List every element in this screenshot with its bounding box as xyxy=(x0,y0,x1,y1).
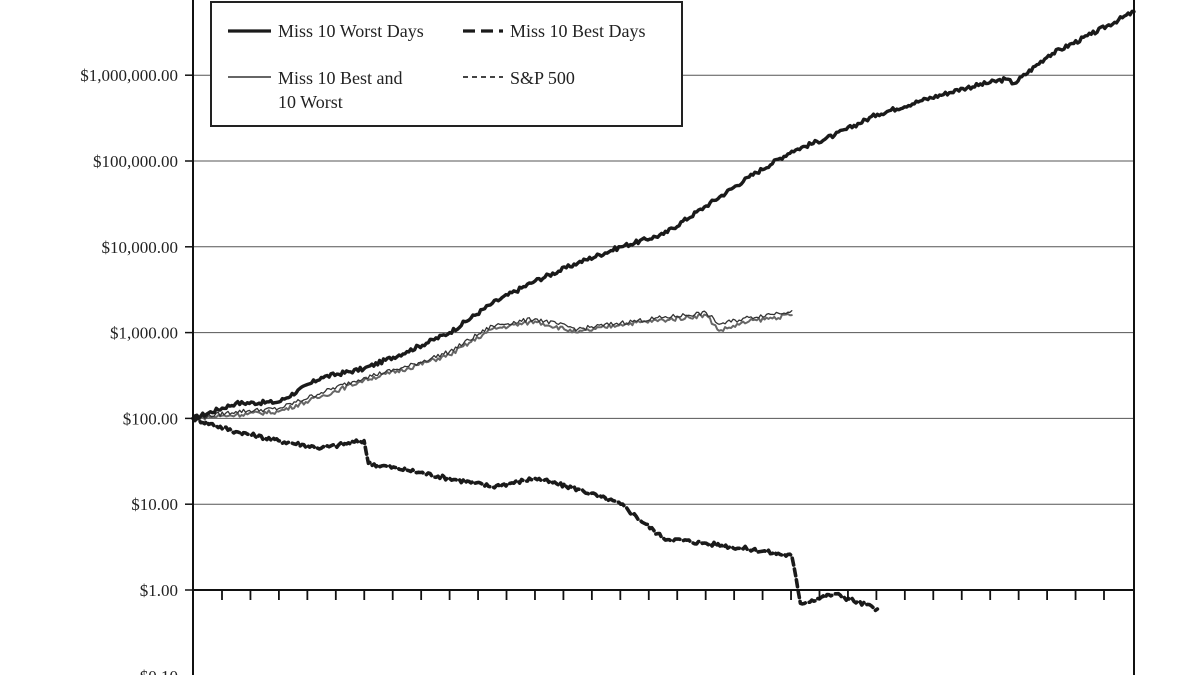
y-tick-label: $1.00 xyxy=(140,581,178,600)
y-tick-label: $10.00 xyxy=(131,495,178,514)
legend-label-miss-10-worst-days: Miss 10 Worst Days xyxy=(278,21,424,41)
series-line-s-p-500 xyxy=(192,313,793,421)
series-line-miss-10-best-and-10-worst xyxy=(192,310,793,420)
legend-label-sp500: S&P 500 xyxy=(510,68,575,88)
y-tick-label: $1,000,000.00 xyxy=(80,66,178,85)
y-tick-label: $100,000.00 xyxy=(93,152,178,171)
legend-label-miss-10-best-days: Miss 10 Best Days xyxy=(510,21,646,41)
y-tick-label: $0.10 xyxy=(140,667,178,675)
series-line-miss-10-worst-days xyxy=(191,9,1136,421)
y-tick-labels: $0.10 $1.00 $10.00 $100.00 $1,000.00 $10,000.… xyxy=(80,66,178,675)
axes xyxy=(185,0,1135,675)
y-tick-label: $100.00 xyxy=(123,409,178,428)
gridlines xyxy=(193,74,1134,505)
legend-label-miss-10-best-and-10-worst: Miss 10 Best and 10 Worst xyxy=(278,68,407,112)
legend: Miss 10 Worst Days Miss 10 Best Days Mis… xyxy=(210,1,683,127)
series-lines xyxy=(191,9,1136,613)
y-tick-label: $10,000.00 xyxy=(102,238,179,257)
series-line-miss-10-best-days xyxy=(191,416,880,613)
y-tick-label: $1,000.00 xyxy=(110,324,178,343)
legend-box xyxy=(210,1,683,127)
